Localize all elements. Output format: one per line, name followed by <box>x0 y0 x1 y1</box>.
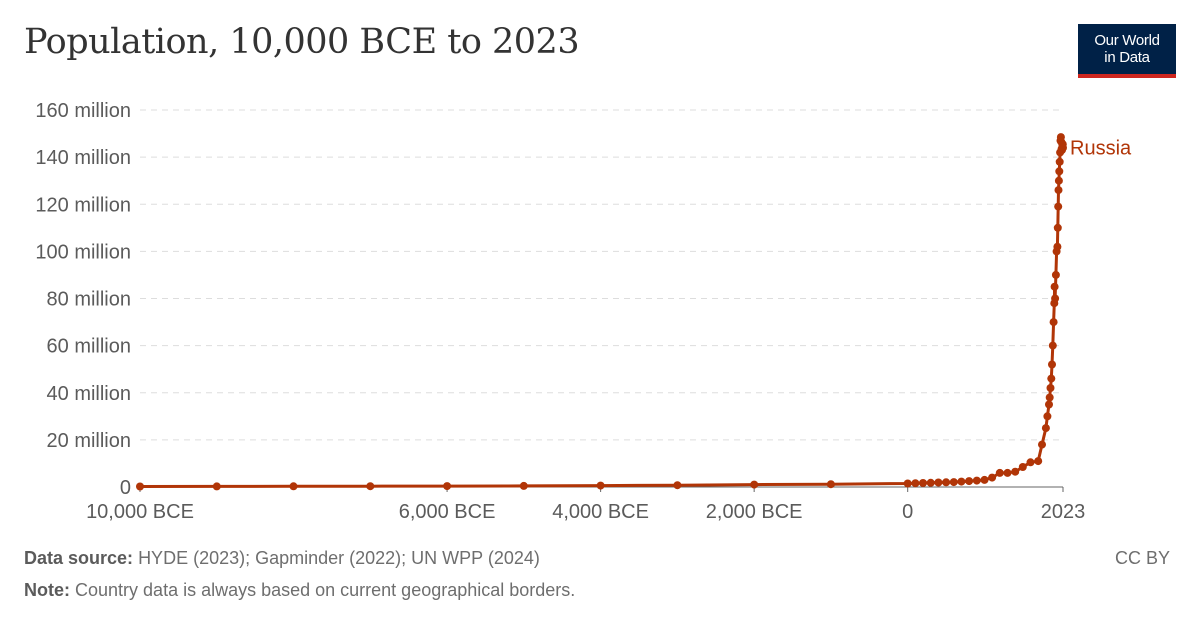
data-point <box>1043 412 1052 421</box>
x-tick-label: 10,000 BCE <box>86 501 194 523</box>
note-text: Country data is always based on current … <box>75 580 576 600</box>
data-point <box>1034 457 1043 466</box>
data-point <box>942 478 951 487</box>
data-point <box>1026 458 1035 467</box>
data-point <box>965 477 974 486</box>
data-point <box>1054 186 1063 195</box>
data-point <box>1046 384 1055 392</box>
data-point <box>750 480 759 489</box>
data-point <box>957 477 966 486</box>
data-point <box>1054 176 1063 185</box>
data-point <box>1047 374 1056 383</box>
data-point <box>1051 294 1060 303</box>
y-tick-label: 0 <box>120 477 131 499</box>
x-tick-label: 2023 <box>1041 501 1086 523</box>
data-point <box>903 479 912 488</box>
y-tick-label: 100 million <box>35 241 131 263</box>
y-tick-label: 60 million <box>47 336 131 358</box>
series-line <box>138 135 1065 488</box>
data-point <box>1045 393 1054 402</box>
data-point <box>911 479 920 488</box>
data-point <box>1049 318 1058 327</box>
data-point <box>212 482 221 491</box>
data-source-line: Data source: HYDE (2023); Gapminder (202… <box>24 548 540 569</box>
data-point <box>919 479 927 487</box>
data-point <box>289 482 298 491</box>
note-label: Note: <box>24 580 70 600</box>
series-layer: Russia <box>136 133 1132 491</box>
y-tick-label: 80 million <box>47 289 131 311</box>
data-point <box>673 481 682 490</box>
data-point <box>1055 167 1064 176</box>
logo-text-line1: Our World <box>1094 32 1160 49</box>
data-point <box>988 473 997 482</box>
y-tick-label: 140 million <box>35 147 131 169</box>
series-label: Russia <box>1070 138 1132 160</box>
grid-lines <box>140 109 1063 441</box>
data-point <box>972 476 981 485</box>
x-tick-label: 4,000 BCE <box>552 501 649 523</box>
logo-text-line2: in Data <box>1104 49 1150 66</box>
data-point <box>1051 270 1060 279</box>
y-tick-label: 120 million <box>35 194 131 216</box>
x-tick-label: 2,000 BCE <box>706 501 803 523</box>
data-point <box>1053 223 1062 232</box>
data-point <box>1050 282 1059 291</box>
owid-logo[interactable]: Our World in Data <box>1078 24 1176 78</box>
data-point <box>1038 440 1046 449</box>
data-point <box>443 482 452 491</box>
data-point <box>1018 463 1027 471</box>
y-tick-label: 40 million <box>47 383 131 405</box>
data-point <box>1048 341 1057 350</box>
x-tick-label: 6,000 BCE <box>399 501 496 523</box>
note-line: Note: Country data is always based on cu… <box>24 580 575 601</box>
data-point <box>1011 467 1020 476</box>
data-point <box>926 478 935 487</box>
data-point <box>949 478 958 487</box>
data-source-label: Data source: <box>24 548 134 568</box>
data-point <box>1054 202 1063 211</box>
x-axis: 10,000 BCE 6,000 BCE 4,000 BCE 2,000 BCE 0 20… <box>86 486 1086 523</box>
data-point <box>136 482 144 491</box>
license-text[interactable]: CC BY <box>1114 548 1170 568</box>
y-tick-label: 160 million <box>35 100 131 122</box>
data-point <box>826 480 835 489</box>
x-tick-label: 0 <box>902 501 913 523</box>
data-point <box>1059 143 1067 152</box>
data-point <box>980 475 989 484</box>
data-point <box>366 482 375 491</box>
data-point <box>934 478 943 487</box>
data-point <box>1045 400 1053 409</box>
data-point <box>1003 468 1012 477</box>
y-tick-label: 20 million <box>47 430 131 452</box>
data-point <box>1048 360 1056 369</box>
data-source-text[interactable]: HYDE (2023); Gapminder (2022); UN WPP (2… <box>138 548 540 568</box>
y-axis-labels: 0 20 million 40 million 60 million 80 millio… <box>35 100 131 499</box>
data-point <box>596 481 605 490</box>
logo-accent-bar <box>1078 74 1176 78</box>
data-point <box>995 468 1004 477</box>
page-title: Population, 10,000 BCE to 2023 <box>24 22 580 62</box>
data-point <box>519 481 528 490</box>
data-point <box>1041 424 1050 433</box>
data-point <box>1055 157 1064 166</box>
data-point <box>1053 242 1062 251</box>
